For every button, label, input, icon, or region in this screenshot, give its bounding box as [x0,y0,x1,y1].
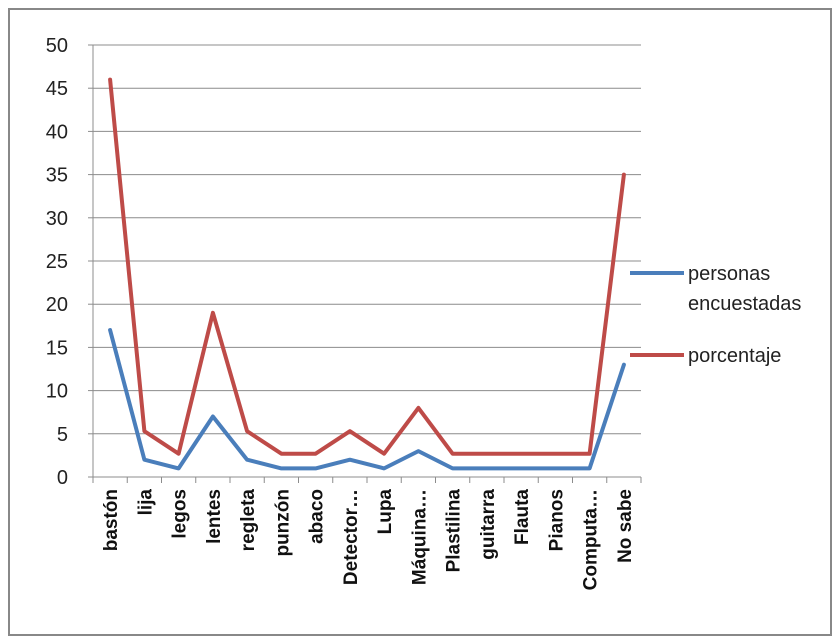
x-tick-label: Detector… [341,489,362,585]
legend: personas encuestadas porcentaje [630,263,801,367]
y-tick-label: 0 [57,467,68,489]
legend-label-personas: personas encuestadas [688,263,801,315]
x-tick-label: guitarra [478,489,499,560]
series-lines [108,77,626,471]
y-tick-label: 5 [57,424,68,446]
x-tick-label: lija [135,489,156,516]
x-tick-label: abaco [307,489,328,544]
x-tick-label: Máquina… [409,489,430,585]
gridlines [93,44,641,435]
x-tick-label: Flauta [512,489,533,545]
chart-frame [8,8,832,636]
x-tick-label: legos [170,489,191,539]
legend-label-porcentaje: porcentaje [688,345,781,367]
x-tick-label: punzón [272,489,293,557]
y-tick-label: 15 [46,337,68,359]
y-tick-label: 25 [46,251,68,273]
x-tick-label: Computa… [581,489,602,590]
y-tick-label: 45 [46,78,68,100]
x-tick-label: Lupa [375,489,396,535]
y-tick-label: 50 [46,35,68,57]
x-tick-label: lentes [204,489,225,544]
x-axis: bastón lija legos lentes regleta punzón abaco D… [92,476,642,590]
y-tick-label: 30 [46,208,68,230]
y-tick-label: 10 [46,381,68,403]
series-line-2 [108,77,626,456]
y-tick-label: 20 [46,294,68,316]
y-tick-label: 35 [46,165,68,187]
series-line-1 [108,328,626,471]
x-tick-label: Pianos [546,489,567,551]
x-tick-label: Plastilina [444,489,465,573]
x-tick-label: bastón [101,489,122,551]
y-tick-label: 40 [46,121,68,143]
x-tick-label: No sabe [615,489,636,563]
x-tick-label: regleta [238,489,259,552]
y-axis: 0 5 10 15 20 25 30 35 40 45 50 [46,35,94,489]
